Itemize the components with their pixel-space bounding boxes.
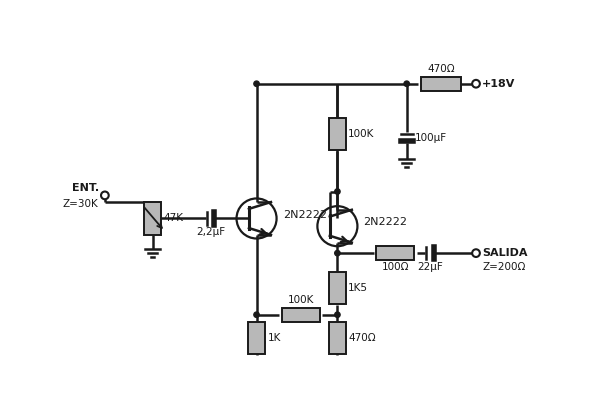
Circle shape <box>334 189 340 194</box>
Bar <box>376 246 415 260</box>
Text: +18V: +18V <box>482 79 515 89</box>
Text: Z=30K: Z=30K <box>63 199 98 209</box>
Bar <box>329 272 346 304</box>
Text: 1K: 1K <box>267 333 280 343</box>
Circle shape <box>254 81 259 86</box>
Text: ENT.: ENT. <box>72 183 98 193</box>
Text: 470Ω: 470Ω <box>348 333 376 343</box>
Text: 22μF: 22μF <box>417 262 443 272</box>
Circle shape <box>334 312 340 317</box>
Text: 2N2222: 2N2222 <box>283 210 327 220</box>
Text: 100μF: 100μF <box>415 133 447 143</box>
Bar <box>422 77 461 91</box>
Text: 100K: 100K <box>348 129 375 139</box>
Circle shape <box>334 250 340 256</box>
Text: 1K5: 1K5 <box>348 283 368 293</box>
Text: 2N2222: 2N2222 <box>364 217 407 227</box>
Text: 100Ω: 100Ω <box>381 262 409 272</box>
Text: 100K: 100K <box>288 295 314 306</box>
Circle shape <box>254 312 259 317</box>
Text: SALIDA: SALIDA <box>482 248 528 258</box>
Circle shape <box>404 81 409 86</box>
Bar <box>329 321 346 354</box>
Text: Z=200Ω: Z=200Ω <box>482 262 525 272</box>
Text: 470Ω: 470Ω <box>428 65 455 74</box>
Bar <box>248 321 265 354</box>
Text: 2,2μF: 2,2μF <box>196 227 225 237</box>
Bar <box>144 202 161 235</box>
Bar <box>329 118 346 150</box>
Bar <box>282 308 320 321</box>
Text: 47K: 47K <box>164 213 183 223</box>
